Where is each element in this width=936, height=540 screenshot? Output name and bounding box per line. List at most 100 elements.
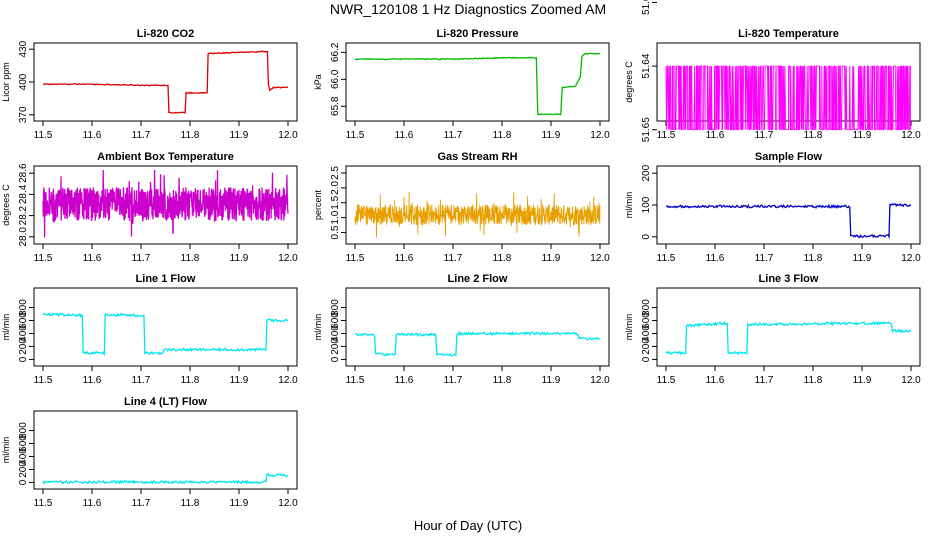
x-tick-label: 11.9: [853, 375, 872, 386]
x-tick-label: 11.6: [83, 498, 102, 509]
y-tick-label: 200: [641, 164, 652, 181]
x-tick-label: 11.5: [346, 253, 365, 264]
x-tick-label: 12.0: [278, 253, 298, 264]
y-tick-label: 200: [18, 461, 29, 478]
y-tick-label: 66.2: [330, 42, 341, 62]
x-tick-label: 11.5: [346, 130, 365, 141]
x-tick-label: 11.8: [493, 253, 512, 264]
x-tick-label: 11.7: [444, 253, 463, 264]
y-tick-label: 430: [18, 40, 29, 57]
y-tick-label: 65.8: [330, 96, 341, 116]
y-axis-label: ml/min: [1, 314, 11, 341]
plot-frame: [345, 42, 610, 122]
x-tick-label: 11.6: [395, 130, 414, 141]
x-tick-label: 11.9: [853, 130, 872, 141]
y-tick-label: 2.0: [330, 180, 341, 194]
series-line: [42, 169, 289, 238]
x-tick-label: 12.0: [590, 375, 610, 386]
panel-1: Li-820 CO2 11.5 11.6 11.7 11.8 11.9 12.0 370 400…: [1, 28, 298, 141]
y-tick-label: 200: [330, 338, 341, 355]
panel-5: Gas Stream RH 11.5 11.6 11.7 11.8 11.9 12.0 0.5…: [313, 151, 610, 264]
y-tick-label: 0: [18, 479, 29, 485]
x-tick-label: 11.7: [132, 253, 151, 264]
x-tick-label: 11.5: [657, 375, 676, 386]
x-tick-label: 11.9: [230, 130, 249, 141]
plot-frame: [33, 42, 298, 122]
series-line: [665, 202, 912, 240]
y-axis-label: degrees C: [624, 61, 634, 103]
x-tick-label: 11.6: [706, 375, 725, 386]
x-tick-label: 12.0: [278, 375, 298, 386]
y-tick-label: 600: [18, 312, 29, 329]
panel-7: Line 1 Flow 11.5 11.6 11.7 11.8 11.9 12.0 02004…: [1, 273, 298, 386]
x-tick-label: 12.0: [901, 130, 921, 141]
panel-4: Ambient Box Temperature 11.5 11.6 11.7 11.8 1…: [1, 151, 298, 264]
x-tick-label: 11.5: [657, 130, 676, 141]
series-line: [665, 320, 912, 356]
y-axis-label: kPa: [313, 74, 323, 90]
x-tick-label: 11.7: [755, 375, 774, 386]
y-axis-label: ml/min: [313, 314, 323, 341]
y-tick-label: 1.0: [330, 210, 341, 224]
x-tick-label: 11.8: [181, 498, 200, 509]
panel-10: Line 4 (LT) Flow 11.5 11.6 11.7 11.8 11.9 12.0…: [1, 396, 298, 509]
series-line: [354, 52, 601, 116]
y-tick-label: 0: [18, 356, 29, 362]
x-tick-label: 11.6: [395, 253, 414, 264]
y-tick-label: 0: [641, 234, 652, 240]
y-tick-label: 600: [330, 312, 341, 329]
panel-8: Line 2 Flow 11.5 11.6 11.7 11.8 11.9 12.0 02004…: [313, 273, 610, 386]
y-tick-label: 28.2: [18, 205, 29, 225]
y-tick-label: 28.0: [18, 227, 29, 247]
x-tick-label: 12.0: [278, 498, 298, 509]
y-tick-label: 400: [18, 325, 29, 342]
x-tick-label: 11.6: [83, 375, 102, 386]
plot-frame: [656, 287, 921, 367]
x-tick-label: 11.8: [181, 130, 200, 141]
x-tick-label: 11.7: [132, 130, 151, 141]
x-tick-label: 11.9: [230, 498, 249, 509]
y-axis-label: ml/min: [624, 314, 634, 341]
y-tick-label: 1.5: [330, 195, 341, 209]
panel-title: Line 1 Flow: [136, 273, 196, 285]
x-tick-label: 11.9: [542, 375, 561, 386]
plot-frame: [345, 287, 610, 367]
x-tick-label: 11.5: [34, 253, 53, 264]
x-tick-label: 11.8: [804, 375, 823, 386]
panel-title: Sample Flow: [755, 151, 823, 163]
x-tick-label: 11.5: [346, 375, 365, 386]
y-axis-label: percent: [313, 189, 323, 220]
panel-9: Line 3 Flow 11.5 11.6 11.7 11.8 11.9 12.0 02004…: [624, 273, 921, 386]
y-axis-label: Licor ppm: [1, 62, 11, 102]
panel-3: Li-820 Temperature 11.5 11.6 11.7 11.8 11.9 12…: [624, 0, 921, 142]
y-tick-label: 400: [330, 325, 341, 342]
series-line: [42, 50, 289, 114]
plot-frame: [33, 410, 298, 490]
y-tick-label: 400: [18, 73, 29, 90]
x-tick-label: 11.7: [132, 498, 151, 509]
series-line: [665, 65, 911, 131]
x-tick-label: 11.6: [706, 130, 725, 141]
y-tick-label: 51.65: [641, 117, 652, 142]
x-tick-label: 11.8: [181, 375, 200, 386]
y-tick-label: 51.64: [641, 53, 652, 78]
y-tick-label: 28.6: [18, 163, 29, 183]
panel-6: Sample Flow 11.5 11.6 11.7 11.8 11.9 12.0 0 100 2…: [624, 151, 921, 264]
x-tick-label: 12.0: [901, 253, 921, 264]
x-tick-label: 11.5: [34, 130, 53, 141]
x-tick-label: 11.8: [181, 253, 200, 264]
panel-title: Line 4 (LT) Flow: [124, 396, 207, 408]
plot-frame: [345, 165, 610, 245]
panel-2: Li-820 Pressure 11.5 11.6 11.7 11.8 11.9 12.0 6…: [313, 28, 610, 141]
x-tick-label: 11.7: [755, 253, 774, 264]
plot-frame: [33, 287, 298, 367]
series-line: [355, 330, 601, 357]
y-tick-label: 0: [330, 356, 341, 362]
plot-frame: [33, 165, 298, 245]
y-axis-label: ml/min: [1, 437, 11, 464]
y-tick-label: 28.4: [18, 184, 29, 204]
panel-title: Li-820 CO2: [137, 28, 194, 40]
x-tick-label: 12.0: [278, 130, 298, 141]
